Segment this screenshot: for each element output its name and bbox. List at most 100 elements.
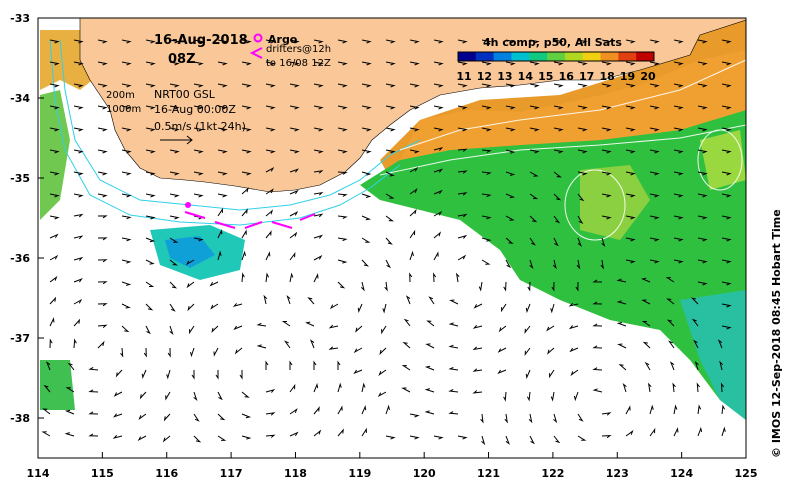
current-arrow [97, 193, 108, 198]
current-arrow [97, 340, 105, 349]
current-arrow [97, 149, 108, 154]
current-arrow [167, 347, 171, 358]
current-arrow [361, 171, 372, 176]
current-arrow [529, 39, 540, 44]
current-arrow [313, 406, 320, 415]
current-arrow [361, 259, 370, 267]
current-arrow [97, 61, 108, 66]
current-arrow [73, 105, 84, 110]
colorbar-title: 4h comp, p50, All Sats [483, 36, 622, 49]
current-arrow [592, 367, 603, 371]
current-arrow [361, 149, 372, 154]
current-arrow [145, 193, 156, 198]
colorbar-tick-label: 19 [620, 70, 635, 83]
current-arrow [409, 83, 420, 88]
current-arrow [361, 127, 372, 132]
current-arrow [210, 303, 219, 310]
current-arrow [577, 127, 588, 132]
current-arrow [601, 83, 612, 88]
current-arrow [88, 367, 99, 371]
current-arrow [241, 171, 252, 176]
current-arrow [217, 391, 223, 401]
current-arrow [186, 281, 195, 289]
current-arrow [113, 391, 123, 397]
current-arrow [573, 391, 579, 402]
current-arrow [361, 193, 372, 198]
current-arrow [673, 193, 684, 198]
current-arrow [721, 281, 732, 286]
current-arrow [385, 259, 392, 269]
current-arrow [193, 105, 204, 110]
current-arrow [673, 259, 684, 264]
current-arrow [121, 281, 132, 286]
current-arrow [97, 39, 108, 44]
current-arrow [49, 105, 60, 110]
x-tick-label: 124 [670, 467, 693, 480]
current-arrow [553, 435, 561, 444]
current-arrow [601, 237, 606, 247]
current-arrow [289, 272, 294, 283]
current-arrow [673, 237, 684, 242]
current-arrow [337, 382, 342, 393]
current-arrow [357, 303, 363, 314]
current-arrow [457, 61, 468, 66]
current-arrow [649, 127, 660, 132]
current-arrow [241, 61, 252, 66]
current-arrow [385, 171, 395, 177]
current-arrow [529, 237, 536, 246]
current-arrow [480, 413, 484, 424]
current-arrow [550, 303, 555, 314]
current-arrow [265, 412, 276, 416]
current-arrow [49, 254, 59, 261]
current-arrow [313, 213, 324, 218]
current-arrow [697, 83, 708, 88]
current-arrow [73, 127, 84, 132]
plot-frame [37, 17, 747, 459]
current-arrow [501, 303, 507, 313]
current-arrow [49, 149, 60, 154]
current-arrow [481, 171, 492, 175]
title-date: 16-Aug-2018 [154, 33, 248, 48]
sst-field [40, 20, 746, 420]
current-arrow [617, 343, 627, 349]
current-arrow [241, 127, 252, 132]
current-arrow [313, 170, 324, 174]
current-arrow [472, 324, 483, 329]
current-arrow [693, 339, 699, 349]
current-arrow [113, 413, 123, 418]
current-arrow [377, 391, 387, 398]
current-arrow [97, 303, 108, 307]
current-arrow [385, 105, 396, 110]
current-arrow [505, 259, 512, 269]
current-arrow [433, 61, 444, 66]
current-arrow [625, 215, 636, 220]
current-arrow [457, 234, 468, 239]
current-arrow [121, 39, 132, 44]
y-axis: -33 -34 -35 -36 -37 -38 [10, 12, 44, 425]
current-arrow [289, 168, 299, 173]
current-arrow [697, 127, 708, 132]
current-arrow [625, 39, 636, 44]
current-arrow [337, 428, 344, 437]
current-arrow [215, 370, 219, 380]
current-arrow [721, 105, 732, 110]
current-arrow [601, 149, 612, 154]
current-arrow [405, 295, 411, 305]
current-arrow [239, 370, 243, 380]
current-arrow [529, 83, 540, 88]
current-arrow [668, 340, 675, 349]
current-arrow [625, 237, 636, 242]
current-arrow [337, 105, 348, 110]
current-arrow [568, 325, 579, 330]
current-arrow [385, 215, 395, 222]
current-arrow [211, 325, 219, 334]
current-arrow [217, 193, 228, 198]
current-arrow [481, 215, 492, 220]
current-arrow [313, 382, 319, 393]
current-arrow [525, 369, 531, 380]
current-arrow [193, 39, 204, 44]
current-arrow [384, 281, 388, 292]
current-arrow [121, 127, 132, 132]
current-arrow [185, 259, 195, 266]
current-arrow [337, 83, 348, 88]
